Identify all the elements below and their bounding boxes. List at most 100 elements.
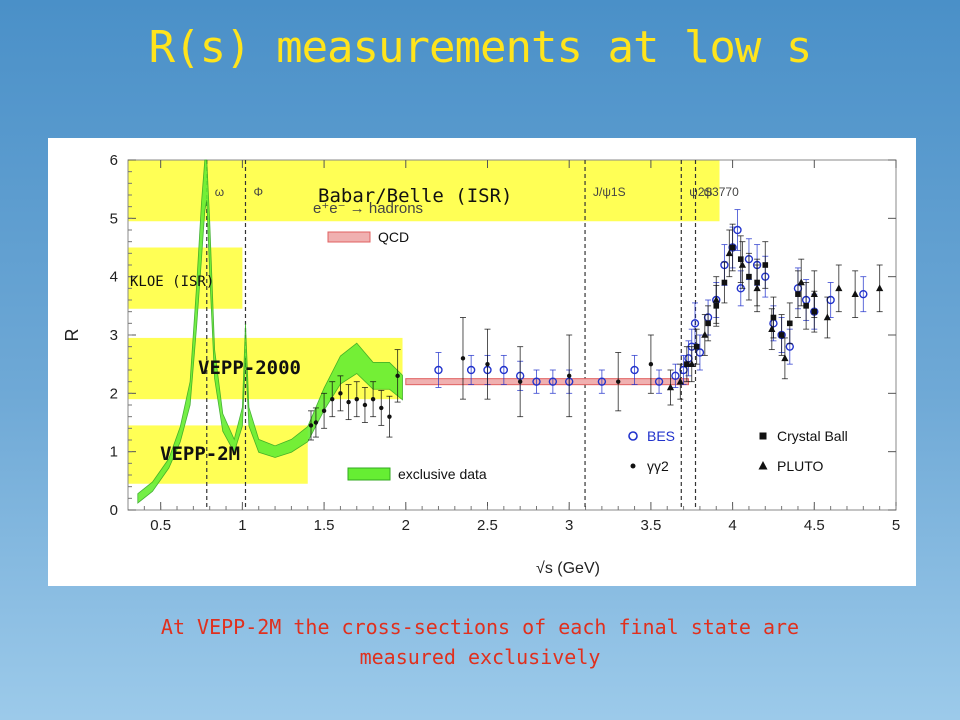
y-tick-label: 5	[110, 210, 118, 227]
exclusive-data-area	[137, 159, 403, 504]
x-tick-label: 2.5	[477, 517, 498, 534]
x-tick-label: 0.5	[150, 517, 171, 534]
exclusive-data-envelope	[137, 159, 403, 504]
x-tick-label: 3.5	[640, 517, 661, 534]
pluto-point	[810, 290, 818, 297]
region-label: VEPP-2M	[160, 443, 240, 465]
legend-swatch-exclusive	[347, 467, 391, 481]
crystal-ball-point	[729, 244, 736, 251]
gamma2-point	[346, 399, 351, 405]
resonance-label: J/ψ1S	[593, 185, 626, 199]
gamma2-point	[338, 391, 343, 396]
crystal-ball-point	[762, 262, 769, 268]
bes-point	[548, 377, 558, 386]
bes-point	[597, 377, 607, 386]
legend-marker-crystal-ball	[759, 432, 767, 440]
bes-point	[532, 377, 541, 386]
bes-point	[733, 225, 742, 235]
pluto-point	[781, 354, 789, 362]
crystal-ball-point	[693, 343, 700, 350]
gamma2-point	[387, 414, 392, 419]
caption-line-1: At VEPP-2M the cross-sections of each fi…	[160, 615, 800, 639]
gamma2-point	[395, 373, 400, 379]
bes-point	[499, 365, 509, 375]
legend-marker-gamma2	[630, 463, 636, 469]
pluto-point	[823, 313, 831, 321]
bes-point	[434, 365, 443, 375]
gamma2-point	[362, 402, 368, 408]
pluto-point	[851, 290, 859, 297]
legend-label-qcd: QCD	[378, 229, 409, 245]
region-labels: Babar/Belle (ISR) KLOE (ISR) VEPP-2000 VEPP…	[130, 185, 512, 465]
gamma2-point	[354, 396, 359, 402]
gamma2-point	[616, 379, 621, 384]
gamma2-point	[321, 408, 327, 414]
gamma2-point	[485, 361, 490, 367]
pluto-point	[768, 325, 776, 332]
y-tick-label: 3	[110, 327, 118, 344]
bes-point	[859, 289, 868, 299]
crystal-ball-point	[795, 291, 801, 297]
pluto-point	[725, 249, 733, 257]
legend-label: BES	[647, 428, 675, 444]
crystal-ball-point	[770, 314, 777, 321]
bes-point	[466, 365, 476, 375]
caption-line-2: measured exclusively	[359, 645, 601, 669]
crystal-ball-point	[803, 303, 809, 309]
pluto-point	[753, 284, 761, 292]
experiment-regions	[128, 160, 720, 484]
x-tick-label: 5	[892, 517, 900, 534]
x-tick-label: 1	[238, 517, 246, 534]
pluto-point	[666, 383, 675, 391]
legend-label: γγ2	[647, 458, 669, 474]
legend-marker-pluto	[758, 461, 768, 470]
x-tick-label: 4.5	[804, 517, 825, 534]
y-axis-label: R	[62, 329, 82, 342]
pluto-point	[676, 377, 684, 385]
legend-label: PLUTO	[777, 458, 824, 474]
y-tick-label: 4	[110, 269, 118, 286]
y-tick-label: 1	[110, 444, 118, 461]
slide-caption: At VEPP-2M the cross-sections of each fi…	[0, 612, 960, 672]
crystal-ball-point	[721, 279, 728, 286]
pluto-point	[876, 284, 884, 292]
pluto-point	[701, 331, 709, 338]
crystal-ball-point	[746, 273, 752, 280]
region-label: Babar/Belle (ISR)	[318, 185, 512, 207]
y-tick-label: 0	[110, 502, 118, 519]
gamma2-point	[648, 361, 654, 367]
pluto-point	[797, 278, 805, 286]
x-tick-label: 2	[402, 517, 410, 534]
y-tick-label: 2	[110, 385, 118, 402]
gamma2-point	[313, 420, 319, 425]
pluto-point	[688, 360, 696, 367]
legend: BES γγ2 Crystal Ball PLUTO QCD exclusive data	[327, 229, 848, 482]
region-label: KLOE (ISR)	[130, 274, 214, 290]
legend-swatch-qcd	[327, 231, 371, 243]
resonance-label: ω	[215, 185, 224, 199]
reaction-label: e⁺e⁻ → hadrons	[313, 200, 423, 217]
crystal-ball-point	[786, 320, 793, 327]
legend-label-exclusive: exclusive data	[398, 466, 487, 482]
gamma2-point	[370, 396, 376, 402]
region-band-0	[128, 160, 720, 222]
gamma2-point	[460, 356, 466, 361]
crystal-ball-point	[778, 332, 785, 338]
resonance-label: ψ3770	[704, 185, 740, 199]
bes-point	[690, 319, 700, 328]
pluto-point	[738, 261, 746, 268]
x-tick-label: 4	[728, 517, 736, 534]
qcd-prediction-band	[405, 378, 689, 386]
x-tick-label: 1.5	[314, 517, 335, 534]
gamma2-point	[379, 405, 384, 411]
x-axis-label: √s (GeV)	[536, 560, 600, 577]
resonance-label: Φ	[253, 185, 263, 199]
x-tick-label: 3	[565, 517, 573, 534]
plot-panel: ω Φ J/ψ1S ψ2S ψ3770 e⁺e⁻ → hadrons BES γγ2 Crys…	[48, 138, 916, 586]
region-label: VEPP-2000	[198, 357, 301, 379]
plot-frame	[127, 159, 897, 511]
legend-marker-bes	[628, 431, 638, 441]
crystal-ball-point	[684, 361, 690, 367]
crystal-ball-point	[737, 256, 744, 262]
